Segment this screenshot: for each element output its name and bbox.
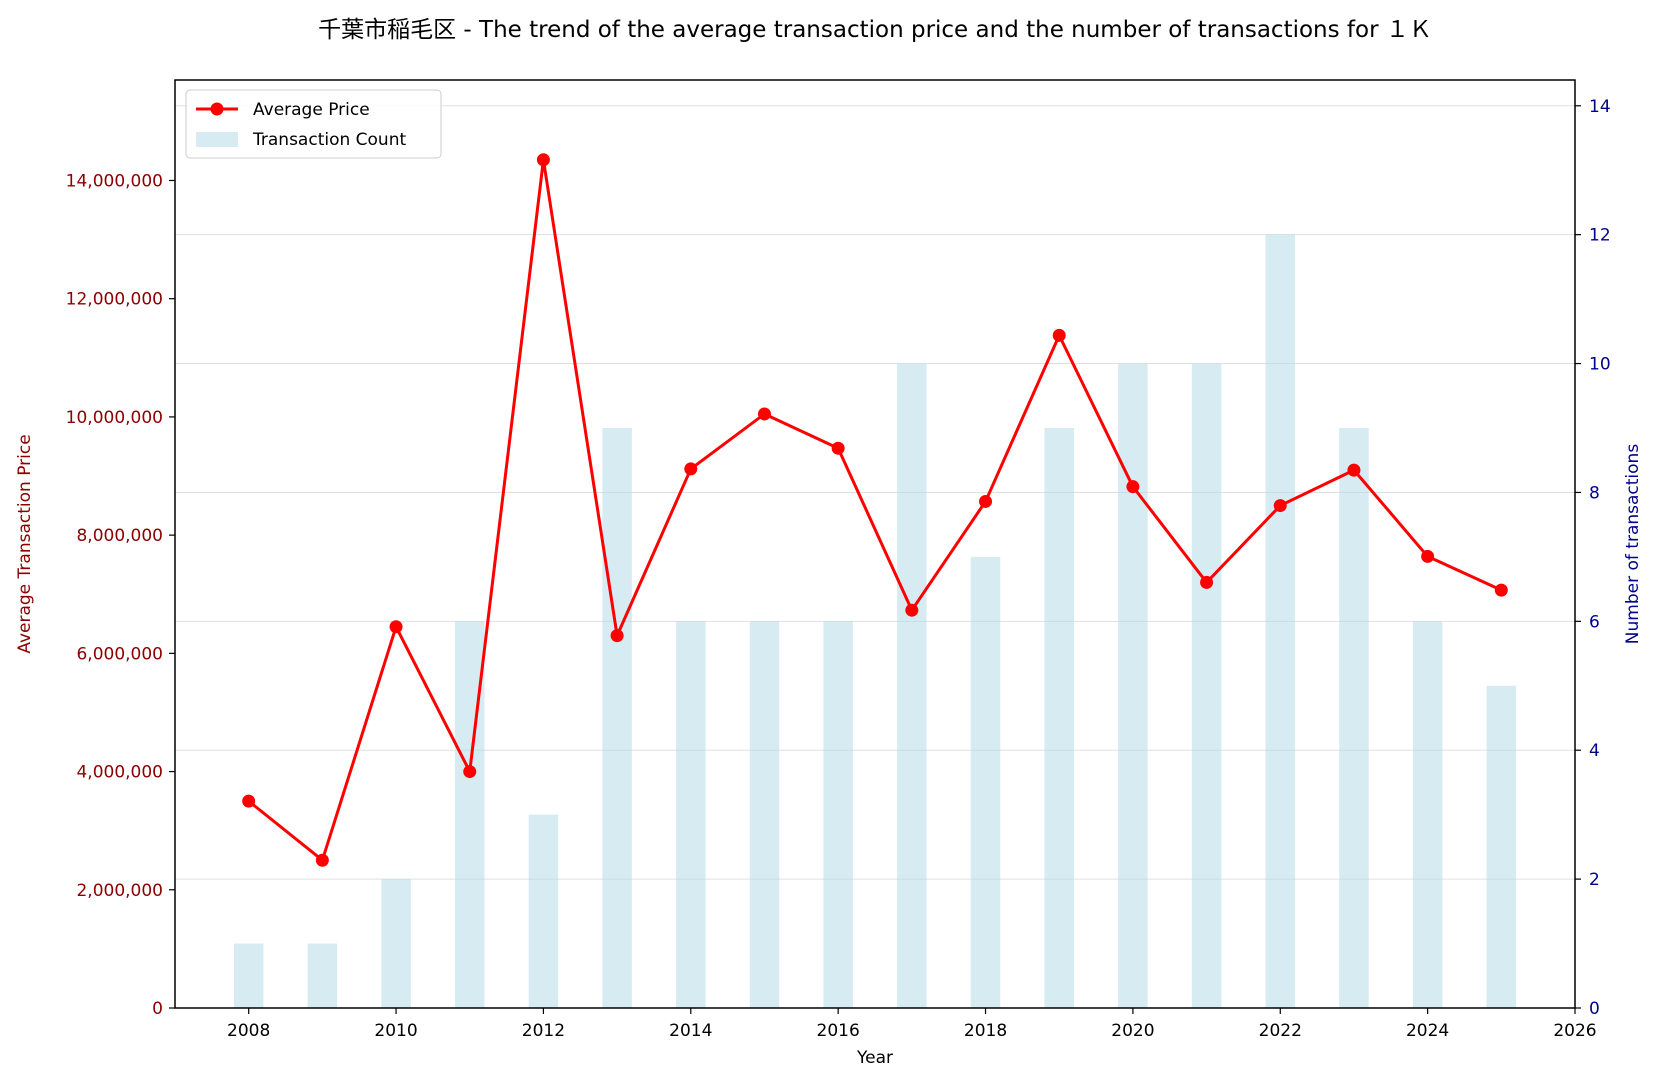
bar bbox=[1044, 428, 1074, 1008]
bar bbox=[1265, 234, 1295, 1008]
price-point bbox=[1126, 480, 1140, 494]
bar bbox=[970, 556, 1001, 1008]
y-right-tick-label: 0 bbox=[1589, 999, 1600, 1019]
x-tick-label: 2014 bbox=[669, 1021, 712, 1041]
bar-series bbox=[233, 234, 1517, 1008]
legend-box bbox=[185, 89, 442, 159]
x-tick-label: 2020 bbox=[1111, 1021, 1154, 1041]
y-left-tick-label: 4,000,000 bbox=[76, 763, 163, 783]
price-point bbox=[831, 441, 845, 455]
bar bbox=[1118, 363, 1148, 1008]
bar bbox=[1412, 621, 1443, 1008]
bar bbox=[528, 814, 559, 1008]
x-axis: 2008 2010 2012 2014 2016 2018 2020 2022 2024 2026 bbox=[227, 1008, 1597, 1041]
y-axis-right: 0 2 4 6 8 10 12 14 bbox=[1575, 97, 1611, 1019]
price-point bbox=[315, 853, 329, 867]
legend-marker-swatch bbox=[210, 102, 224, 116]
y-right-tick-label: 2 bbox=[1589, 870, 1600, 890]
y-left-tick-label: 10,000,000 bbox=[66, 408, 163, 428]
y-left-tick-label: 12,000,000 bbox=[66, 290, 163, 310]
x-tick-label: 2010 bbox=[374, 1021, 417, 1041]
bar bbox=[676, 621, 706, 1008]
bar bbox=[897, 363, 927, 1008]
price-point bbox=[1347, 463, 1361, 477]
y-right-tick-label: 12 bbox=[1589, 226, 1611, 246]
bar bbox=[381, 879, 411, 1008]
legend: Average Price Transaction Count bbox=[185, 89, 442, 159]
bar bbox=[233, 943, 264, 1008]
price-point bbox=[389, 620, 403, 634]
bar bbox=[749, 621, 780, 1008]
price-point bbox=[242, 794, 256, 808]
legend-label-count: Transaction Count bbox=[252, 130, 406, 150]
price-point bbox=[1494, 583, 1508, 597]
y-right-tick-label: 6 bbox=[1589, 612, 1600, 632]
x-tick-label: 2024 bbox=[1406, 1021, 1449, 1041]
price-point bbox=[1421, 549, 1435, 563]
price-point bbox=[536, 153, 550, 167]
x-tick-label: 2026 bbox=[1553, 1021, 1596, 1041]
plot-frame bbox=[174, 79, 1576, 1009]
y-right-tick-label: 10 bbox=[1589, 355, 1611, 375]
y-axis-left-label: Average Transaction Price bbox=[15, 434, 35, 653]
price-point bbox=[1052, 328, 1066, 342]
price-point bbox=[757, 407, 771, 421]
bar bbox=[1191, 363, 1222, 1008]
price-point bbox=[1273, 499, 1287, 513]
bar bbox=[823, 621, 853, 1008]
price-point bbox=[905, 603, 919, 617]
bar bbox=[602, 428, 632, 1008]
price-point bbox=[979, 494, 993, 508]
bar bbox=[1486, 685, 1517, 1008]
y-axis-right-label: Number of transactions bbox=[1623, 444, 1643, 645]
y-right-tick-label: 8 bbox=[1589, 483, 1600, 503]
y-left-tick-label: 6,000,000 bbox=[76, 644, 163, 664]
x-tick-label: 2012 bbox=[522, 1021, 565, 1041]
x-axis-label: Year bbox=[856, 1048, 893, 1068]
legend-bar-swatch bbox=[196, 132, 238, 147]
line-series bbox=[242, 153, 1508, 867]
y-left-tick-label: 0 bbox=[152, 999, 163, 1019]
x-tick-label: 2008 bbox=[227, 1021, 270, 1041]
y-left-tick-label: 14,000,000 bbox=[66, 171, 163, 191]
y-left-tick-label: 8,000,000 bbox=[76, 526, 163, 546]
y-right-tick-label: 14 bbox=[1589, 97, 1611, 117]
chart-title: 千葉市稲毛区 - The trend of the average transa… bbox=[318, 17, 1432, 43]
y-left-tick-label: 2,000,000 bbox=[76, 881, 163, 901]
x-tick-label: 2022 bbox=[1259, 1021, 1302, 1041]
y-axis-left: 0 2,000,000 4,000,000 6,000,000 8,000,000 10,… bbox=[66, 171, 175, 1019]
x-tick-label: 2016 bbox=[817, 1021, 860, 1041]
legend-label-price: Average Price bbox=[253, 100, 370, 120]
price-line bbox=[247, 158, 1502, 862]
bar bbox=[307, 943, 338, 1008]
price-point bbox=[1200, 575, 1214, 589]
bar bbox=[1339, 428, 1369, 1008]
price-point bbox=[610, 629, 624, 643]
price-point bbox=[684, 462, 698, 476]
y-right-tick-label: 4 bbox=[1589, 741, 1600, 761]
price-point bbox=[463, 765, 477, 779]
x-tick-label: 2018 bbox=[964, 1021, 1007, 1041]
